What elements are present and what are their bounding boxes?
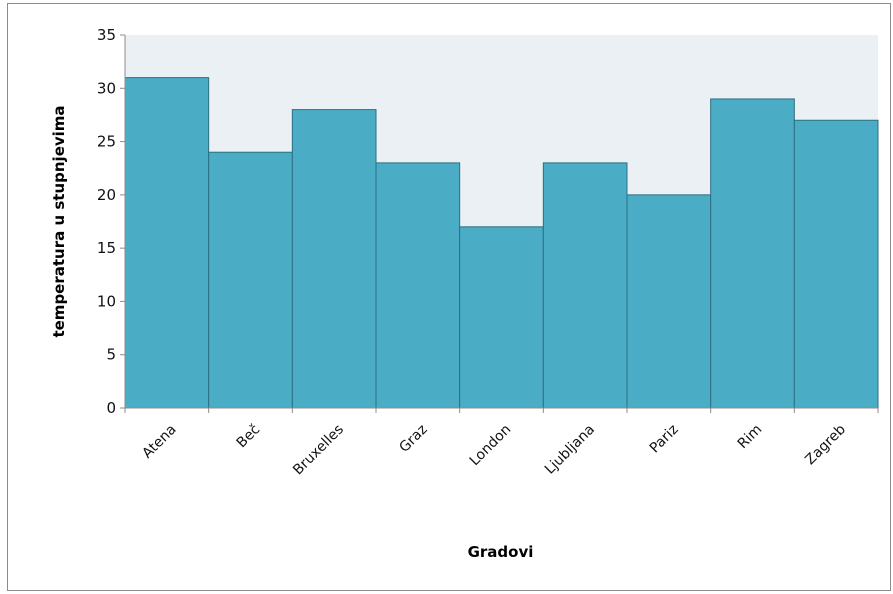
bar-pariz — [626, 194, 712, 409]
y-ticks: 0 5 10 15 20 25 30 35 — [97, 26, 125, 417]
y-tick-label: 30 — [97, 79, 116, 97]
y-tick-label: 35 — [97, 26, 116, 44]
bar-ljubljana — [542, 162, 628, 409]
bar-graz — [375, 162, 461, 409]
bar-rim — [710, 98, 795, 409]
x-tick-label-ljubljana: Ljubljana — [542, 422, 598, 478]
x-axis-title: Gradovi — [468, 543, 534, 561]
x-tick-label-graz: Graz — [396, 422, 430, 456]
bar-atena — [124, 77, 210, 409]
y-axis-title: temperatura u stupnjevima — [50, 105, 68, 337]
y-tick-label: 20 — [97, 186, 116, 204]
x-tick-label-rim: Rim — [735, 422, 766, 453]
y-tick-label: 15 — [97, 239, 116, 257]
x-tick-label-atena: Atena — [139, 422, 179, 462]
bar-zagreb — [793, 119, 879, 409]
bar-beč — [208, 151, 293, 409]
x-ticks: Atena Beč Bruxelles Graz London Ljubljana Pari… — [124, 408, 879, 479]
x-tick-label-bruxelles: Bruxelles — [290, 422, 347, 479]
x-tick-label-london: London — [467, 422, 515, 470]
bar-bruxelles — [291, 109, 377, 409]
y-tick-label: 5 — [106, 346, 116, 364]
x-tick-label-beč: Beč — [234, 422, 264, 452]
bar-london — [459, 226, 544, 409]
x-tick-label-zagreb: Zagreb — [802, 421, 849, 468]
bars — [124, 77, 879, 409]
y-tick-label: 10 — [97, 292, 116, 310]
y-tick-label: 25 — [97, 133, 116, 151]
x-tick-label-pariz: Pariz — [647, 422, 682, 457]
y-tick-label: 0 — [106, 399, 116, 417]
